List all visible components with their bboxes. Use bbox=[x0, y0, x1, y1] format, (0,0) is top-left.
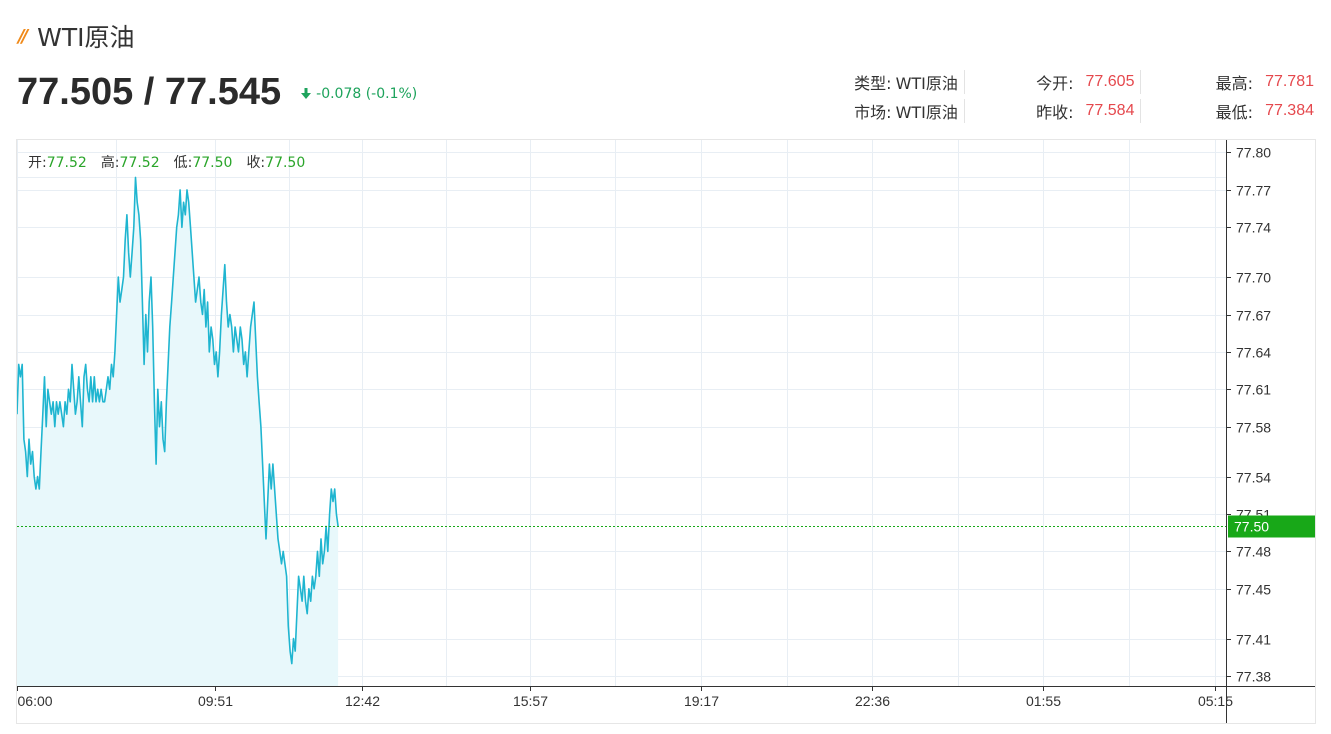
ohlc-open: 开:77.52 bbox=[28, 152, 87, 172]
y-tick-label: 77.74 bbox=[1236, 220, 1271, 236]
stat-label: 类型: bbox=[854, 73, 892, 93]
price-area bbox=[17, 177, 339, 686]
x-tick-label: 06:00 bbox=[18, 693, 53, 709]
stat-prev-close: 昨收: 77.584 bbox=[963, 98, 1141, 123]
stat-value: 77.584 bbox=[1085, 101, 1135, 119]
stat-value: WTI原油 bbox=[895, 102, 958, 122]
price-chart-svg[interactable]: 77.3877.4177.4577.4877.5177.5477.5877.61… bbox=[17, 140, 1315, 723]
y-tick-label: 77.41 bbox=[1236, 632, 1271, 648]
quote-stats: 类型: WTI原油 今开: 77.605 最高: 77.781 市场: WTI原… bbox=[810, 67, 1320, 125]
x-tick-label: 15:57 bbox=[513, 693, 548, 709]
x-tick-label: 01:55 bbox=[1026, 693, 1061, 709]
stat-label: 最高: bbox=[1215, 73, 1254, 93]
y-tick-label: 77.64 bbox=[1236, 345, 1271, 361]
page-title: WTI原油 bbox=[37, 23, 135, 52]
stat-label: 今开: bbox=[1036, 73, 1074, 93]
stat-value: WTI原油 bbox=[895, 73, 958, 93]
price-change-value: -0.078 (-0.1%) bbox=[316, 86, 418, 102]
price-change: -0.078 (-0.1%) bbox=[301, 86, 417, 102]
y-tick-label: 77.54 bbox=[1236, 470, 1271, 486]
stat-label: 市场: bbox=[854, 102, 892, 122]
arrow-down-icon bbox=[301, 88, 312, 99]
ohlc-label: 开: bbox=[28, 155, 47, 171]
ohlc-value: 77.52 bbox=[119, 155, 160, 171]
y-tick-label: 77.61 bbox=[1236, 382, 1271, 398]
stat-label: 昨收: bbox=[1036, 102, 1074, 122]
ohlc-label: 高: bbox=[100, 155, 120, 171]
stat-label: 最低: bbox=[1215, 102, 1254, 122]
stat-low: 最低: 77.384 bbox=[1140, 98, 1320, 123]
stat-value: 77.781 bbox=[1265, 72, 1314, 90]
x-tick-label: 12:42 bbox=[345, 693, 380, 709]
price-row: 77.505 / 77.545 -0.078 (-0.1%) bbox=[17, 68, 417, 116]
y-tick-label: 77.80 bbox=[1236, 145, 1271, 161]
stat-value: 77.605 bbox=[1085, 72, 1135, 90]
stats-row-2: 市场: WTI原油 昨收: 77.584 最低: 77.384 bbox=[810, 96, 1320, 125]
price-chart[interactable]: 77.38 77.41 77.45 77.48 77.51 77.54 77.58 77.61… bbox=[16, 139, 1316, 724]
x-tick-label: 05:15 bbox=[1198, 693, 1233, 709]
y-tick-label: 77.48 bbox=[1236, 544, 1271, 560]
ohlc-value: 77.50 bbox=[192, 155, 233, 171]
ohlc-close: 收:77.50 bbox=[246, 152, 305, 172]
stat-value: 77.384 bbox=[1265, 101, 1314, 119]
stat-high: 最高: 77.781 bbox=[1140, 69, 1320, 94]
stat-open: 今开: 77.605 bbox=[963, 69, 1141, 94]
y-tick-label: 77.70 bbox=[1236, 270, 1271, 286]
current-price-badge bbox=[1228, 515, 1315, 538]
stats-row-1: 类型: WTI原油 今开: 77.605 最高: 77.781 bbox=[810, 67, 1320, 96]
ohlc-label: 低: bbox=[173, 155, 193, 171]
y-tick-label: 77.67 bbox=[1236, 308, 1271, 324]
ohlc-label: 收: bbox=[246, 155, 266, 171]
title-row: // WTI原油 bbox=[18, 20, 135, 52]
y-tick-label: 77.38 bbox=[1236, 669, 1271, 685]
y-tick-label: 77.45 bbox=[1236, 582, 1271, 598]
bid-ask-price: 77.505 / 77.545 bbox=[17, 70, 282, 113]
x-tick-label: 22:36 bbox=[855, 693, 890, 709]
ohlc-legend: 开:77.52 高:77.52 低:77.50 收:77.50 bbox=[28, 152, 305, 172]
ohlc-value: 77.50 bbox=[265, 155, 306, 171]
ohlc-low: 低:77.50 bbox=[174, 152, 233, 172]
stat-market: 市场: WTI原油 bbox=[810, 99, 964, 123]
current-price-label: 77.50 bbox=[1234, 519, 1269, 535]
x-tick-label: 09:51 bbox=[198, 693, 233, 709]
y-tick-label: 77.58 bbox=[1236, 420, 1271, 436]
y-tick-label: 77.77 bbox=[1236, 183, 1271, 199]
title-mark-icon: // bbox=[18, 25, 28, 47]
x-tick-label: 19:17 bbox=[684, 693, 719, 709]
price-line bbox=[17, 176, 339, 665]
stat-type: 类型: WTI原油 bbox=[810, 70, 964, 94]
ohlc-high: 高:77.52 bbox=[101, 152, 160, 172]
ohlc-value: 77.52 bbox=[46, 155, 87, 171]
